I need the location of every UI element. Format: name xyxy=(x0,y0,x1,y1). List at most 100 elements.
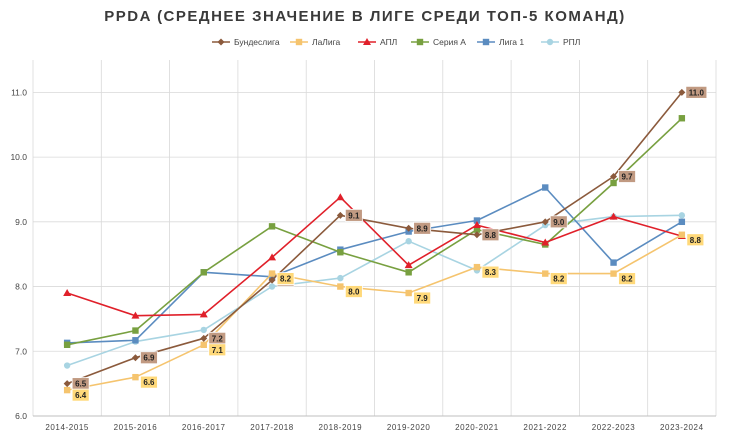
x-tick-label: 2014-2015 xyxy=(45,423,89,432)
data-point xyxy=(610,173,618,181)
data-label-text: 8.2 xyxy=(553,275,565,284)
data-label-text: 8.8 xyxy=(485,231,497,240)
data-point xyxy=(541,238,550,246)
data-label-text: 7.9 xyxy=(417,294,429,303)
y-tick-label: 9.0 xyxy=(15,217,27,227)
data-point xyxy=(610,259,617,266)
legend-marker xyxy=(546,38,554,46)
data-label: 8.9 xyxy=(413,221,432,235)
data-point xyxy=(405,238,412,245)
data-point xyxy=(473,263,481,271)
x-tick-label: 2022-2023 xyxy=(592,423,636,432)
data-label: 7.2 xyxy=(208,331,227,345)
series-line xyxy=(66,196,683,317)
data-point xyxy=(610,270,617,277)
grid-lines xyxy=(32,60,717,417)
data-label: 8.8 xyxy=(481,228,500,242)
data-label: 6.9 xyxy=(140,351,158,365)
series-line xyxy=(66,214,682,367)
data-point xyxy=(542,270,549,277)
x-tick-label: 2019-2020 xyxy=(387,423,431,432)
series-line xyxy=(67,186,683,344)
data-point xyxy=(131,354,139,362)
data-label: 7.1 xyxy=(208,343,227,357)
legend-marker xyxy=(295,38,303,46)
data-point xyxy=(200,334,208,342)
x-tick-label: 2021-2022 xyxy=(523,423,567,432)
data-label: 6.5 xyxy=(71,377,90,391)
data-point xyxy=(337,283,344,290)
data-label-text: 6.4 xyxy=(75,391,87,400)
data-point xyxy=(268,276,276,284)
x-tick-label: 2015-2016 xyxy=(114,423,158,432)
data-point xyxy=(268,283,276,290)
data-label: 11.0 xyxy=(685,85,708,99)
data-point xyxy=(404,261,413,269)
data-label-box xyxy=(344,285,363,298)
data-point xyxy=(609,212,618,220)
data-label-text: 8.3 xyxy=(485,268,497,277)
data-point xyxy=(541,218,549,226)
data-point xyxy=(678,88,686,96)
legend: Бундеслига ЛаЛига АПЛ Серия А Лига 1 РПЛ xyxy=(212,37,580,47)
data-point xyxy=(132,337,139,344)
data-point xyxy=(405,269,412,276)
data-labels: 6.56.97.28.19.18.98.89.09.711.06.46.67.1… xyxy=(71,85,708,402)
legend-label: РПЛ xyxy=(563,37,580,47)
data-point xyxy=(131,311,140,319)
data-point xyxy=(678,218,686,226)
series-line xyxy=(67,234,683,391)
data-label-box xyxy=(208,343,227,357)
data-label-box xyxy=(549,272,568,286)
data-label-text: 9.1 xyxy=(348,211,360,220)
data-label-box xyxy=(276,272,295,286)
data-label-text: 6.6 xyxy=(143,378,155,387)
data-point xyxy=(678,231,686,238)
data-label: 8.2 xyxy=(549,272,568,286)
data-label-box xyxy=(140,351,158,365)
x-tick-label: 2017-2018 xyxy=(250,423,294,432)
data-label: 8.8 xyxy=(686,233,705,247)
data-label-text: 6.5 xyxy=(75,380,87,389)
series-line xyxy=(66,91,683,385)
data-point xyxy=(337,249,344,256)
data-label: 8.2 xyxy=(276,272,295,286)
data-label: 8.0 xyxy=(344,285,363,298)
data-point xyxy=(678,115,686,122)
legend-label: ЛаЛига xyxy=(312,37,341,47)
data-point xyxy=(678,212,686,219)
legend-marker xyxy=(217,38,225,46)
data-point xyxy=(63,362,71,369)
data-label-box xyxy=(481,228,500,242)
data-point xyxy=(610,179,617,187)
data-label: 6.4 xyxy=(71,388,90,402)
legend-label: АПЛ xyxy=(380,37,397,47)
data-point xyxy=(199,310,208,318)
axes: 6.0 7.0 8.0 9.0 10.0 11.0 2014-2015 2015-2016 20… xyxy=(10,87,716,432)
data-point xyxy=(405,224,413,232)
series-line xyxy=(67,117,683,346)
legend-label: Бундеслига xyxy=(234,37,280,47)
data-label-box xyxy=(686,233,705,247)
data-label-box xyxy=(481,265,500,279)
x-tick-label: 2023-2024 xyxy=(660,423,704,432)
data-point xyxy=(200,326,207,334)
legend-marker xyxy=(482,38,490,46)
series-lines xyxy=(63,88,686,394)
data-label: 8.2 xyxy=(618,272,636,286)
data-point xyxy=(268,223,276,230)
data-label-text: 9.0 xyxy=(553,218,565,227)
x-tick-label: 2018-2019 xyxy=(319,423,363,432)
data-point xyxy=(336,211,344,219)
data-point xyxy=(542,184,549,191)
legend-label: Серия А xyxy=(433,37,466,47)
data-label: 6.6 xyxy=(140,375,158,389)
data-label-box xyxy=(344,208,363,222)
data-label-box xyxy=(685,85,708,99)
data-point xyxy=(268,253,277,261)
data-label: 8.3 xyxy=(481,265,500,279)
data-label-text: 8.0 xyxy=(348,288,360,297)
data-point xyxy=(132,373,139,381)
y-tick-label: 7.0 xyxy=(15,346,27,356)
